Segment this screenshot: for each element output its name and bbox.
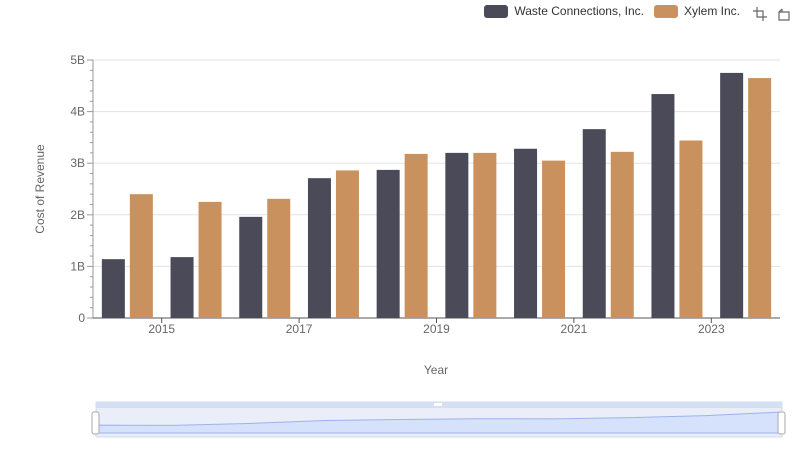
- legend-label-xylem: Xylem Inc.: [683, 4, 740, 18]
- legend-label-waste-connections: Waste Connections, Inc.: [514, 4, 644, 18]
- bar-xylem-2015[interactable]: [198, 201, 222, 318]
- bar-xylem-2018[interactable]: [404, 153, 428, 318]
- bar-waste-connections-2018[interactable]: [376, 169, 400, 318]
- y-tick-label: 1B: [70, 259, 85, 273]
- data-zoom-slider[interactable]: [91, 401, 786, 438]
- y-axis: 0 1B 2B 3B 4B 5B: [70, 53, 94, 325]
- bar-waste-connections-2020[interactable]: [514, 148, 538, 318]
- bar-waste-connections-2022[interactable]: [651, 94, 675, 318]
- bar-xylem-2020[interactable]: [542, 160, 566, 318]
- restore-icon[interactable]: [776, 6, 792, 22]
- bar-waste-connections-2021[interactable]: [582, 129, 606, 318]
- grid-lines: [93, 59, 780, 319]
- x-tick-label: 2015: [148, 322, 175, 336]
- bars: [101, 72, 772, 319]
- x-tick-label: 2023: [698, 322, 725, 336]
- y-tick-label: 0: [78, 311, 85, 325]
- x-tick-label: 2021: [561, 322, 588, 336]
- legend-swatch-waste-connections: [484, 4, 509, 18]
- legend: Waste Connections, Inc. Xylem Inc.: [484, 4, 740, 18]
- bar-waste-connections-2014[interactable]: [101, 259, 125, 318]
- x-axis: 2015 2017 2019 2021 2023: [93, 317, 780, 336]
- y-tick-label: 2B: [70, 208, 85, 222]
- legend-swatch-xylem: [653, 4, 678, 18]
- legend-item-waste-connections[interactable]: Waste Connections, Inc.: [484, 4, 644, 18]
- bar-xylem-2017[interactable]: [335, 170, 359, 318]
- data-zoom-handle-left[interactable]: [91, 411, 100, 435]
- bar-xylem-2022[interactable]: [679, 140, 703, 318]
- bar-waste-connections-2017[interactable]: [307, 178, 331, 318]
- toolbox: [752, 6, 792, 22]
- bar-xylem-2014[interactable]: [129, 194, 153, 318]
- legend-item-xylem[interactable]: Xylem Inc.: [653, 4, 740, 18]
- x-tick-label: 2019: [423, 322, 450, 336]
- y-axis-title: Cost of Revenue: [33, 144, 47, 234]
- y-tick-label: 4B: [70, 105, 85, 119]
- data-zoom-handle-right[interactable]: [777, 411, 786, 435]
- x-axis-title: Year: [424, 363, 448, 377]
- bar-xylem-2016[interactable]: [267, 198, 291, 318]
- bar-xylem-2021[interactable]: [610, 151, 634, 318]
- bar-waste-connections-2015[interactable]: [170, 257, 194, 318]
- bar-xylem-2019[interactable]: [473, 152, 497, 318]
- bar-waste-connections-2023[interactable]: [720, 72, 744, 319]
- data-zoom-grip-icon[interactable]: [434, 403, 442, 406]
- bar-xylem-2023[interactable]: [748, 78, 772, 318]
- y-tick-label: 3B: [70, 156, 85, 170]
- zoom-icon[interactable]: [752, 6, 768, 22]
- x-tick-label: 2017: [286, 322, 313, 336]
- y-tick-label: 5B: [70, 53, 85, 67]
- bar-waste-connections-2016[interactable]: [239, 216, 263, 318]
- bar-waste-connections-2019[interactable]: [445, 152, 469, 318]
